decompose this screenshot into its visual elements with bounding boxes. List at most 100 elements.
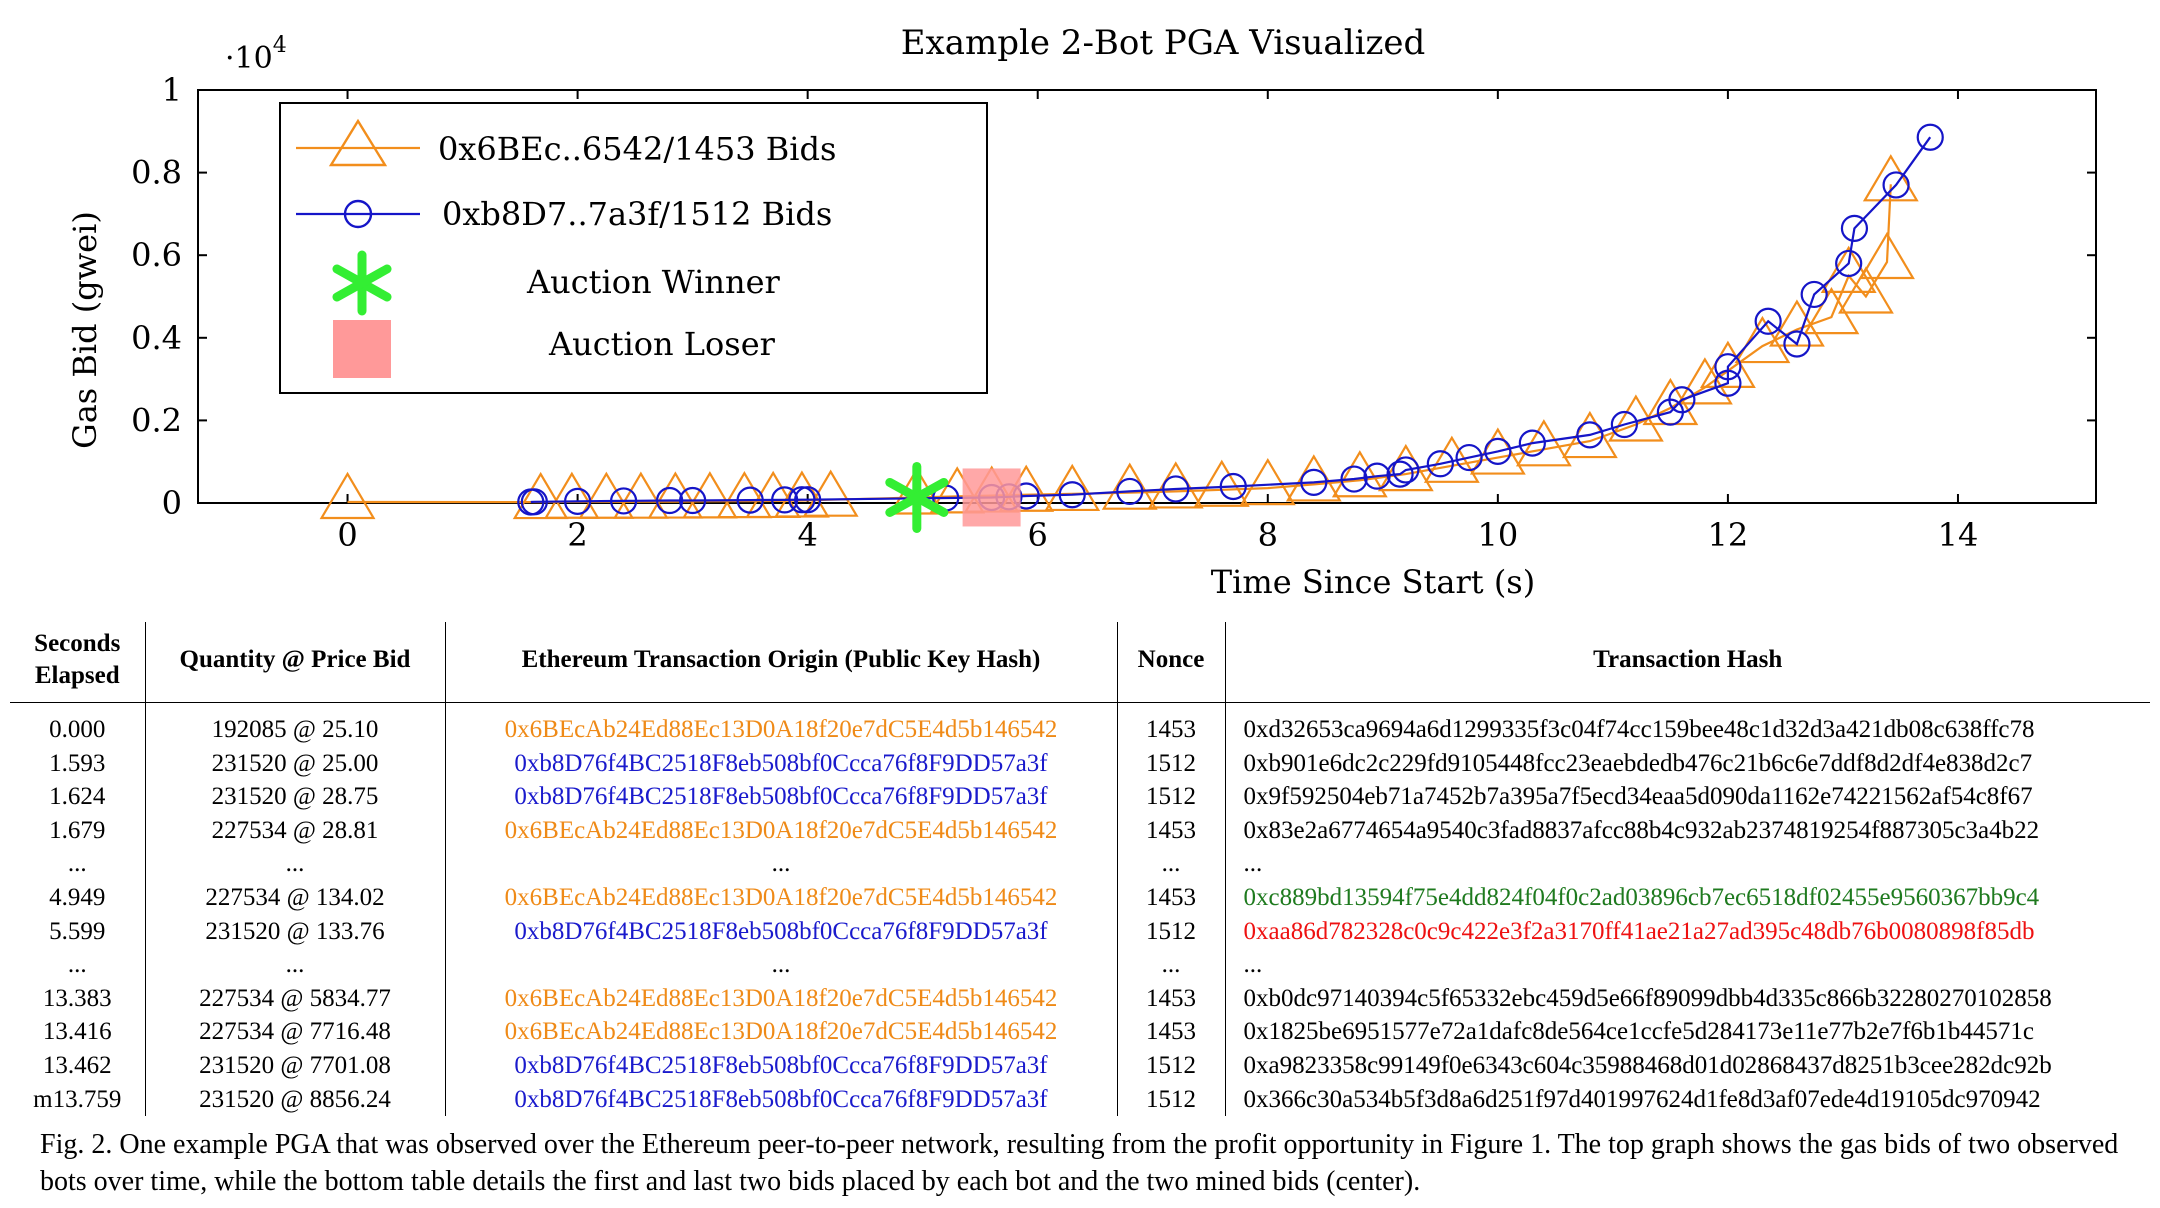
cell-quantity: 192085 @ 25.10 (145, 702, 446, 747)
cell-quantity: 227534 @ 7716.48 (145, 1015, 446, 1049)
legend: 0x6BEc..6542/1453 Bids 0xb8D7..7a3f/1512… (279, 102, 988, 394)
table-row: 13.462 231520 @ 7701.08 0xb8D76f4BC2518F8e… (10, 1048, 2150, 1083)
cell-nonce: 1453 (1117, 981, 1226, 1016)
legend-entry-winner: Auction Winner (332, 250, 781, 316)
cell-seconds: 13.462 (10, 1048, 146, 1083)
circle-point (679, 486, 707, 515)
cell-nonce: 1453 (1117, 702, 1226, 747)
triangle-point (1676, 357, 1733, 405)
x-tick-label: 8 (1258, 516, 1278, 554)
cell-seconds: m13.759 (10, 1082, 146, 1117)
cell-quantity: ... (145, 847, 446, 881)
y-tick-label: 1 (162, 71, 182, 109)
triangle-point (1862, 154, 1919, 202)
cell-nonce: ... (1117, 847, 1226, 881)
circle-point (794, 486, 822, 514)
triangle-point (1859, 231, 1915, 280)
cell-hash: ... (1243, 850, 1263, 878)
cell-seconds: 1.624 (10, 780, 146, 814)
circle-point (1518, 429, 1546, 457)
cell-nonce: 1453 (1117, 880, 1226, 915)
cell-seconds: 1.593 (10, 746, 146, 781)
triangle-point (716, 470, 773, 519)
plot-frame (197, 89, 2097, 504)
cell-origin: ... (445, 948, 1118, 982)
auction-loser-marker (962, 468, 1021, 527)
x-tick-label: 2 (567, 516, 587, 554)
cell-seconds: 5.599 (10, 914, 146, 949)
cell-origin: 0xb8D76f4BC2518F8eb508bf0Ccca76f8F9DD57a… (445, 914, 1118, 949)
triangle-point (578, 471, 635, 519)
circle-point (1484, 437, 1512, 465)
cell-seconds: 1.679 (10, 813, 146, 848)
cell-origin: 0xb8D76f4BC2518F8eb508bf0Ccca76f8F9DD57a… (445, 780, 1118, 814)
legend-entry-series-2: 0xb8D7..7a3f/1512 Bids (296, 195, 832, 233)
circle-point (1300, 468, 1328, 496)
y-tick-label: 0.8 (131, 154, 182, 192)
y-axis-label: Gas Bid (gwei) (66, 211, 104, 449)
circle-point (1800, 280, 1828, 309)
cell-nonce: 1512 (1117, 746, 1226, 781)
y-multiplier-exp: 4 (273, 33, 287, 58)
svg-text:·104: ·104 (225, 33, 287, 76)
legend-circle-marker (343, 199, 373, 229)
circle-point (1340, 465, 1368, 493)
table-row: 4.949 227534 @ 134.02 0x6BEcAb24Ed88Ec13D0… (10, 880, 2150, 915)
circle-point (1714, 369, 1742, 397)
circle-point (1455, 443, 1483, 472)
cell-nonce: 1453 (1117, 813, 1226, 848)
table-body: 0.000 192085 @ 25.10 0x6BEcAb24Ed88Ec13D0A… (10, 702, 2150, 1117)
legend-label-series-1: 0x6BEc..6542/1453 Bids (438, 130, 836, 168)
triangle-point (1423, 435, 1480, 483)
circle-point (1219, 472, 1247, 501)
x-tick-label: 12 (1708, 516, 1749, 554)
circle-point (1882, 171, 1910, 199)
cell-seconds: 13.383 (10, 981, 146, 1016)
cell-quantity: 231520 @ 25.00 (145, 746, 446, 781)
x-tick-label: 4 (797, 516, 817, 554)
cell-quantity: 227534 @ 5834.77 (145, 981, 446, 1016)
cell-hash: 0x1825be6951577e72a1dafc8de564ce1ccfe5d2… (1243, 1018, 2035, 1046)
table-row: 0.000 192085 @ 25.10 0x6BEcAb24Ed88Ec13D0A… (10, 702, 2150, 747)
circle-point (563, 487, 592, 515)
circle-point (1116, 477, 1144, 506)
chart-title: Example 2-Bot PGA Visualized (901, 23, 1426, 63)
cell-seconds: 13.416 (10, 1015, 146, 1049)
y-tick-label: 0 (162, 484, 182, 522)
cell-nonce: 1512 (1117, 1048, 1226, 1083)
cell-seconds: ... (10, 948, 146, 982)
circle-point (520, 488, 548, 516)
triangle-point (543, 471, 600, 519)
cell-hash: ... (1243, 951, 1263, 979)
legend-entry-series-1: 0x6BEc..6542/1453 Bids (296, 118, 836, 168)
circle-point (1754, 307, 1782, 335)
triangle-point (512, 471, 569, 520)
triangle-point (1820, 245, 1877, 293)
table-row: 13.416 227534 @ 7716.48 0x6BEcAb24Ed88Ec13… (10, 1015, 2150, 1049)
cell-seconds: 4.949 (10, 880, 146, 915)
circle-point (1783, 330, 1811, 358)
cell-quantity: 231520 @ 28.75 (145, 780, 446, 814)
pga-chart: Example 2-Bot PGA Visualized ·104 Gas Bi… (66, 23, 2097, 601)
circle-point (656, 486, 684, 515)
circle-point (1668, 386, 1696, 414)
y-multiplier-base: ·10 (225, 41, 273, 76)
cell-quantity: 231520 @ 8856.24 (145, 1082, 446, 1117)
circle-point (610, 487, 638, 515)
auction-winner-marker (885, 461, 949, 533)
y-tick-label: 0.6 (131, 236, 182, 274)
legend-triangle-marker (328, 118, 388, 167)
table-row: 1.679 227534 @ 28.81 0x6BEcAb24Ed88Ec13D0A… (10, 813, 2150, 848)
circle-point (1386, 460, 1414, 488)
cell-origin: 0x6BEcAb24Ed88Ec13D0A18f20e7dC5E4d5b1465… (445, 702, 1118, 747)
circle-point (788, 486, 816, 514)
y-multiplier: ·104 (225, 33, 287, 76)
x-tick-label: 6 (1028, 516, 1048, 554)
table-row: 5.599 231520 @ 133.76 0xb8D76f4BC2518F8eb5… (10, 914, 2150, 949)
table-header-row: Seconds Elapsed Quantity @ Price Bid Eth… (10, 622, 2150, 703)
cell-quantity: 231520 @ 133.76 (145, 914, 446, 949)
cell-hash: 0xd32653ca9694a6d1299335f3c04f74cc159bee… (1243, 716, 2035, 743)
header-quantity-price: Quantity @ Price Bid (145, 622, 446, 703)
auction-markers (885, 461, 1021, 533)
legend-box (279, 102, 988, 394)
